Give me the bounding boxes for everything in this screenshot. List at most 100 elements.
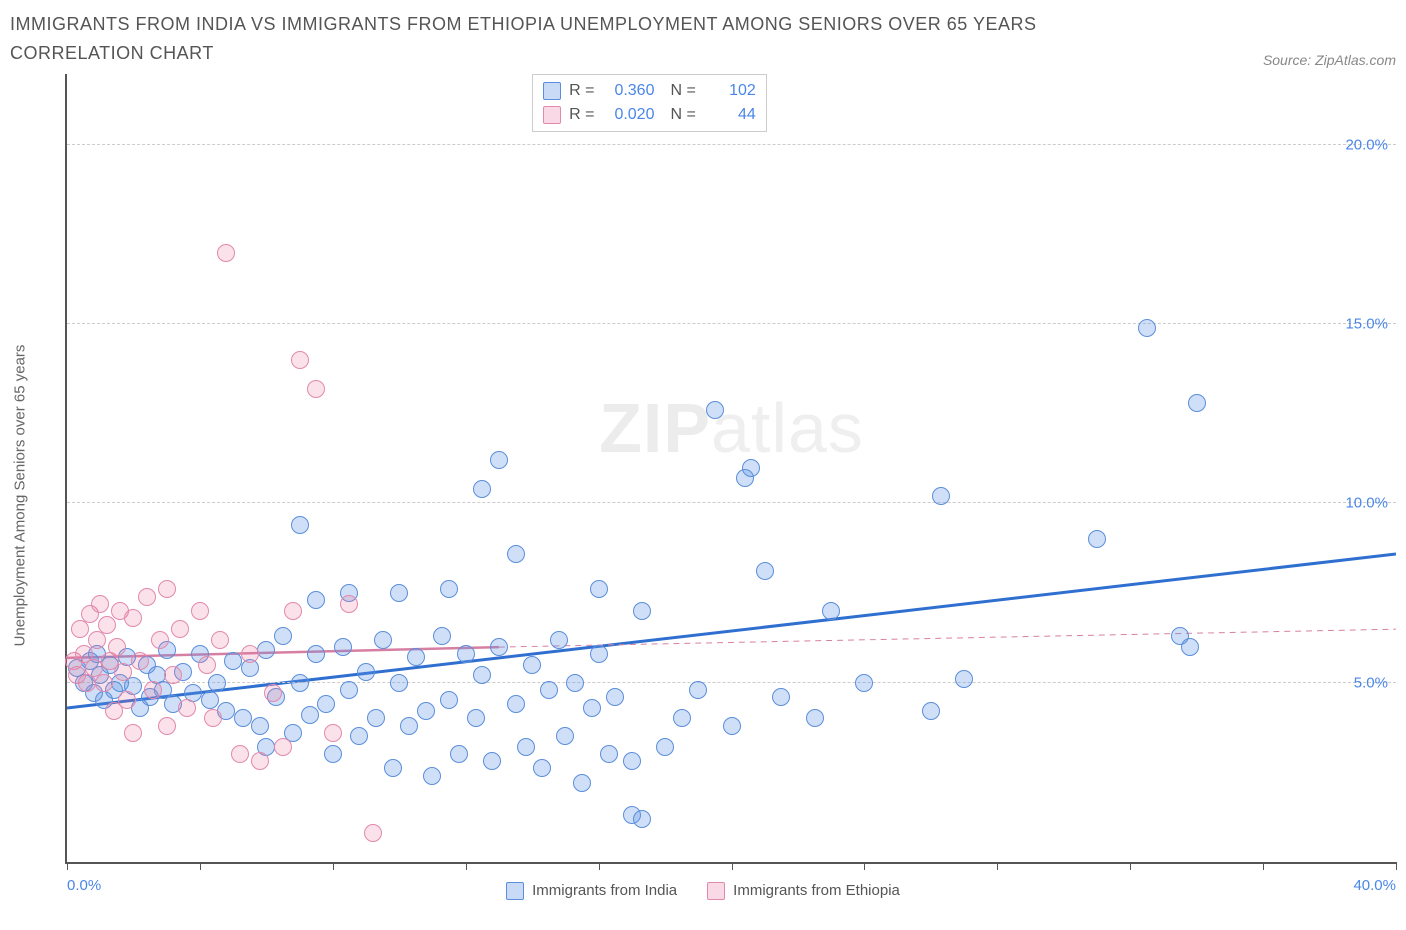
x-tick: [599, 862, 600, 870]
gridline: [67, 323, 1396, 324]
n-label: N =: [670, 103, 695, 127]
data-point-india: [806, 709, 824, 727]
legend-stats-box: R =0.360N =102R =0.020N =44: [532, 74, 767, 132]
data-point-india: [656, 738, 674, 756]
plot-area: ZIPatlas R =0.360N =102R =0.020N =44 5.0…: [65, 74, 1396, 864]
legend-stats-row: R =0.360N =102: [543, 79, 756, 103]
data-point-ethiopia: [264, 684, 282, 702]
data-point-ethiopia: [340, 595, 358, 613]
data-point-india: [566, 674, 584, 692]
data-point-india: [274, 627, 292, 645]
data-point-india: [1138, 319, 1156, 337]
data-point-india: [384, 759, 402, 777]
watermark: ZIPatlas: [599, 388, 864, 468]
data-point-ethiopia: [178, 699, 196, 717]
data-point-india: [334, 638, 352, 656]
legend-label: Immigrants from Ethiopia: [733, 882, 900, 899]
data-point-ethiopia: [291, 351, 309, 369]
data-point-ethiopia: [324, 724, 342, 742]
data-point-india: [367, 709, 385, 727]
data-point-ethiopia: [131, 652, 149, 670]
x-tick: [1263, 862, 1264, 870]
legend-swatch: [543, 82, 561, 100]
data-point-india: [556, 727, 574, 745]
gridline: [67, 144, 1396, 145]
data-point-india: [633, 810, 651, 828]
n-label: N =: [670, 79, 695, 103]
data-point-india: [1188, 394, 1206, 412]
data-point-india: [423, 767, 441, 785]
data-point-india: [301, 706, 319, 724]
n-value: 102: [704, 79, 756, 103]
data-point-india: [257, 641, 275, 659]
chart-title: IMMIGRANTS FROM INDIA VS IMMIGRANTS FROM…: [10, 10, 1110, 68]
data-point-india: [706, 401, 724, 419]
source-label: Source: ZipAtlas.com: [1263, 52, 1396, 68]
watermark-thin: atlas: [711, 389, 864, 467]
data-point-ethiopia: [151, 631, 169, 649]
gridline: [67, 502, 1396, 503]
data-point-ethiopia: [198, 656, 216, 674]
data-point-india: [234, 709, 252, 727]
data-point-india: [440, 580, 458, 598]
data-point-ethiopia: [118, 691, 136, 709]
data-point-india: [490, 638, 508, 656]
x-tick: [732, 862, 733, 870]
data-point-india: [855, 674, 873, 692]
data-point-ethiopia: [158, 717, 176, 735]
data-point-india: [291, 516, 309, 534]
x-tick: [1396, 862, 1397, 870]
data-point-india: [507, 545, 525, 563]
data-point-india: [208, 674, 226, 692]
data-point-india: [307, 645, 325, 663]
data-point-ethiopia: [138, 588, 156, 606]
data-point-india: [450, 745, 468, 763]
x-tick: [67, 862, 68, 870]
data-point-ethiopia: [124, 609, 142, 627]
data-point-india: [590, 580, 608, 598]
trendline-india: [67, 554, 1396, 708]
data-point-india: [390, 674, 408, 692]
data-point-india: [723, 717, 741, 735]
data-point-india: [251, 717, 269, 735]
legend-item: Immigrants from Ethiopia: [707, 882, 900, 900]
data-point-ethiopia: [95, 674, 113, 692]
data-point-ethiopia: [91, 595, 109, 613]
r-label: R =: [569, 103, 594, 127]
data-point-india: [822, 602, 840, 620]
data-point-india: [633, 602, 651, 620]
legend-label: Immigrants from India: [532, 882, 677, 899]
data-point-india: [540, 681, 558, 699]
data-point-india: [922, 702, 940, 720]
data-point-ethiopia: [231, 745, 249, 763]
n-value: 44: [704, 103, 756, 127]
data-point-ethiopia: [124, 724, 142, 742]
data-point-india: [583, 699, 601, 717]
data-point-india: [507, 695, 525, 713]
data-point-ethiopia: [274, 738, 292, 756]
chart-container: Unemployment Among Seniors over 65 years…: [10, 74, 1396, 900]
x-axis-max-label: 40.0%: [1353, 877, 1396, 894]
data-point-india: [590, 645, 608, 663]
x-tick: [864, 862, 865, 870]
data-point-india: [932, 487, 950, 505]
data-point-india: [224, 652, 242, 670]
data-point-india: [374, 631, 392, 649]
legend-swatch: [543, 106, 561, 124]
data-point-ethiopia: [171, 620, 189, 638]
data-point-india: [689, 681, 707, 699]
data-point-india: [1088, 530, 1106, 548]
x-tick: [333, 862, 334, 870]
data-point-india: [600, 745, 618, 763]
data-point-india: [324, 745, 342, 763]
data-point-ethiopia: [251, 752, 269, 770]
trendline-ethiopia_dash: [499, 629, 1396, 647]
data-point-ethiopia: [191, 602, 209, 620]
data-point-india: [533, 759, 551, 777]
data-point-india: [490, 451, 508, 469]
data-point-india: [623, 752, 641, 770]
data-point-ethiopia: [211, 631, 229, 649]
x-tick: [1130, 862, 1131, 870]
data-point-india: [550, 631, 568, 649]
y-tick-label: 5.0%: [1354, 674, 1388, 691]
